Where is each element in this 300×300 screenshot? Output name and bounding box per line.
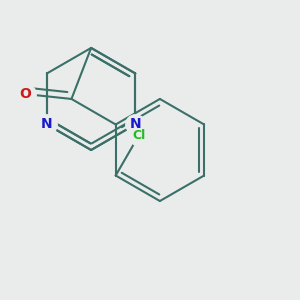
Text: O: O [20, 87, 32, 101]
Text: N: N [41, 118, 53, 131]
Text: Cl: Cl [132, 129, 145, 142]
Text: N: N [130, 118, 141, 131]
